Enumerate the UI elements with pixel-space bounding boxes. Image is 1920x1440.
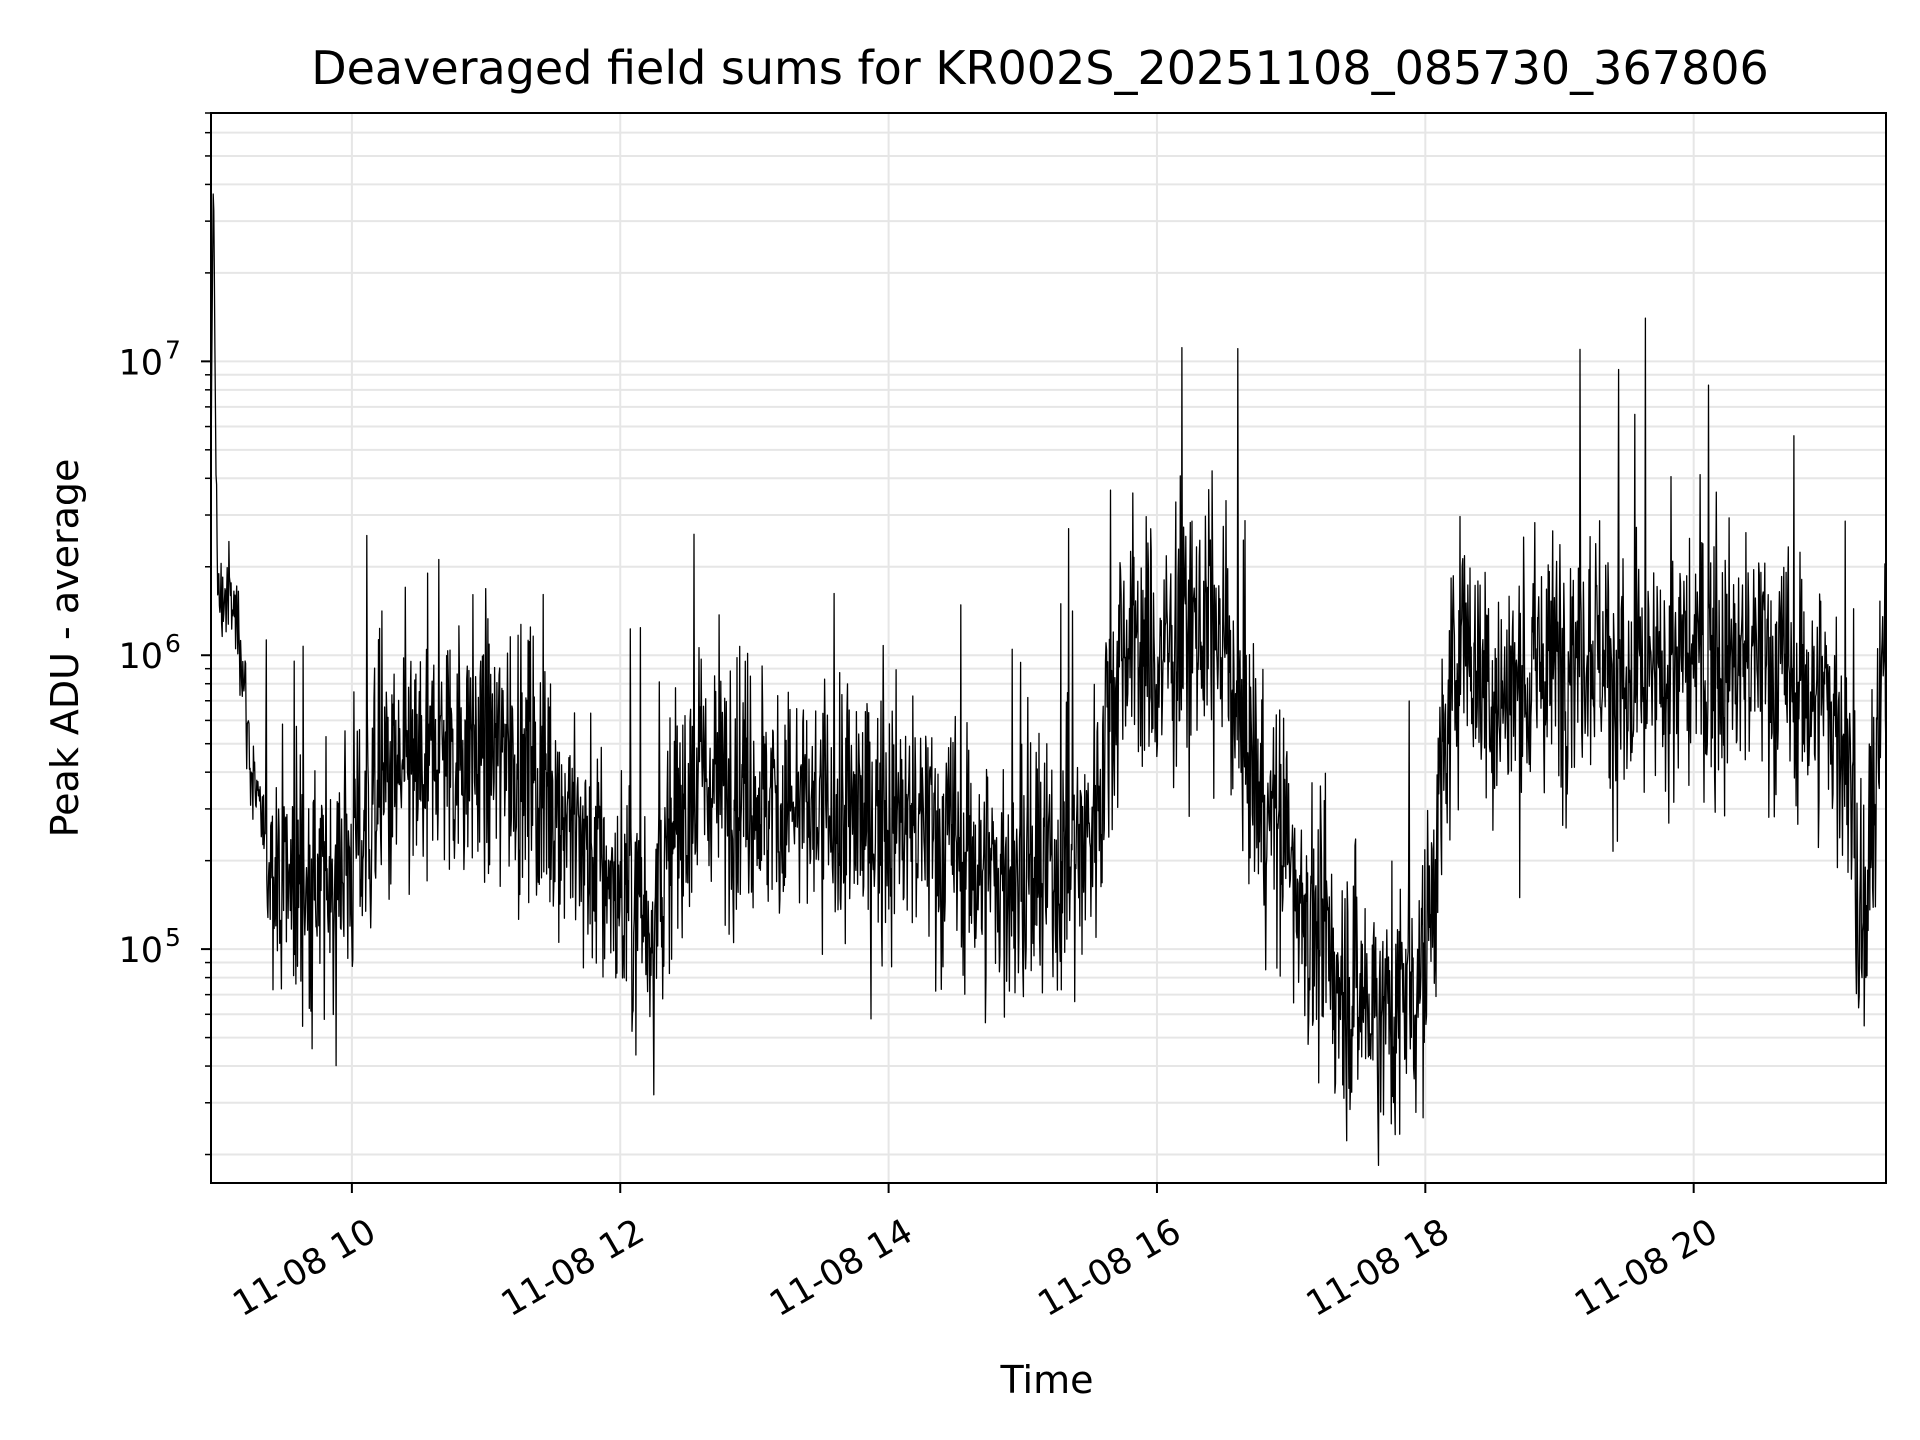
- y-tick-label: 10: [118, 343, 163, 383]
- y-tick-exponent: 5: [165, 923, 181, 952]
- chart-title: Deaveraged field sums for KR002S_2025110…: [311, 41, 1769, 95]
- y-tick-label: 10: [118, 931, 163, 971]
- y-axis-label: Peak ADU - average: [43, 459, 87, 838]
- axes-frame: [210, 112, 1887, 1184]
- y-tick-exponent: 7: [165, 335, 181, 364]
- series-line: [210, 193, 1887, 1167]
- plot-area: [210, 193, 1887, 1167]
- y-tick-exponent: 6: [165, 629, 181, 658]
- y-tick-label: 10: [118, 637, 163, 677]
- x-axis-label: Time: [1000, 1358, 1094, 1402]
